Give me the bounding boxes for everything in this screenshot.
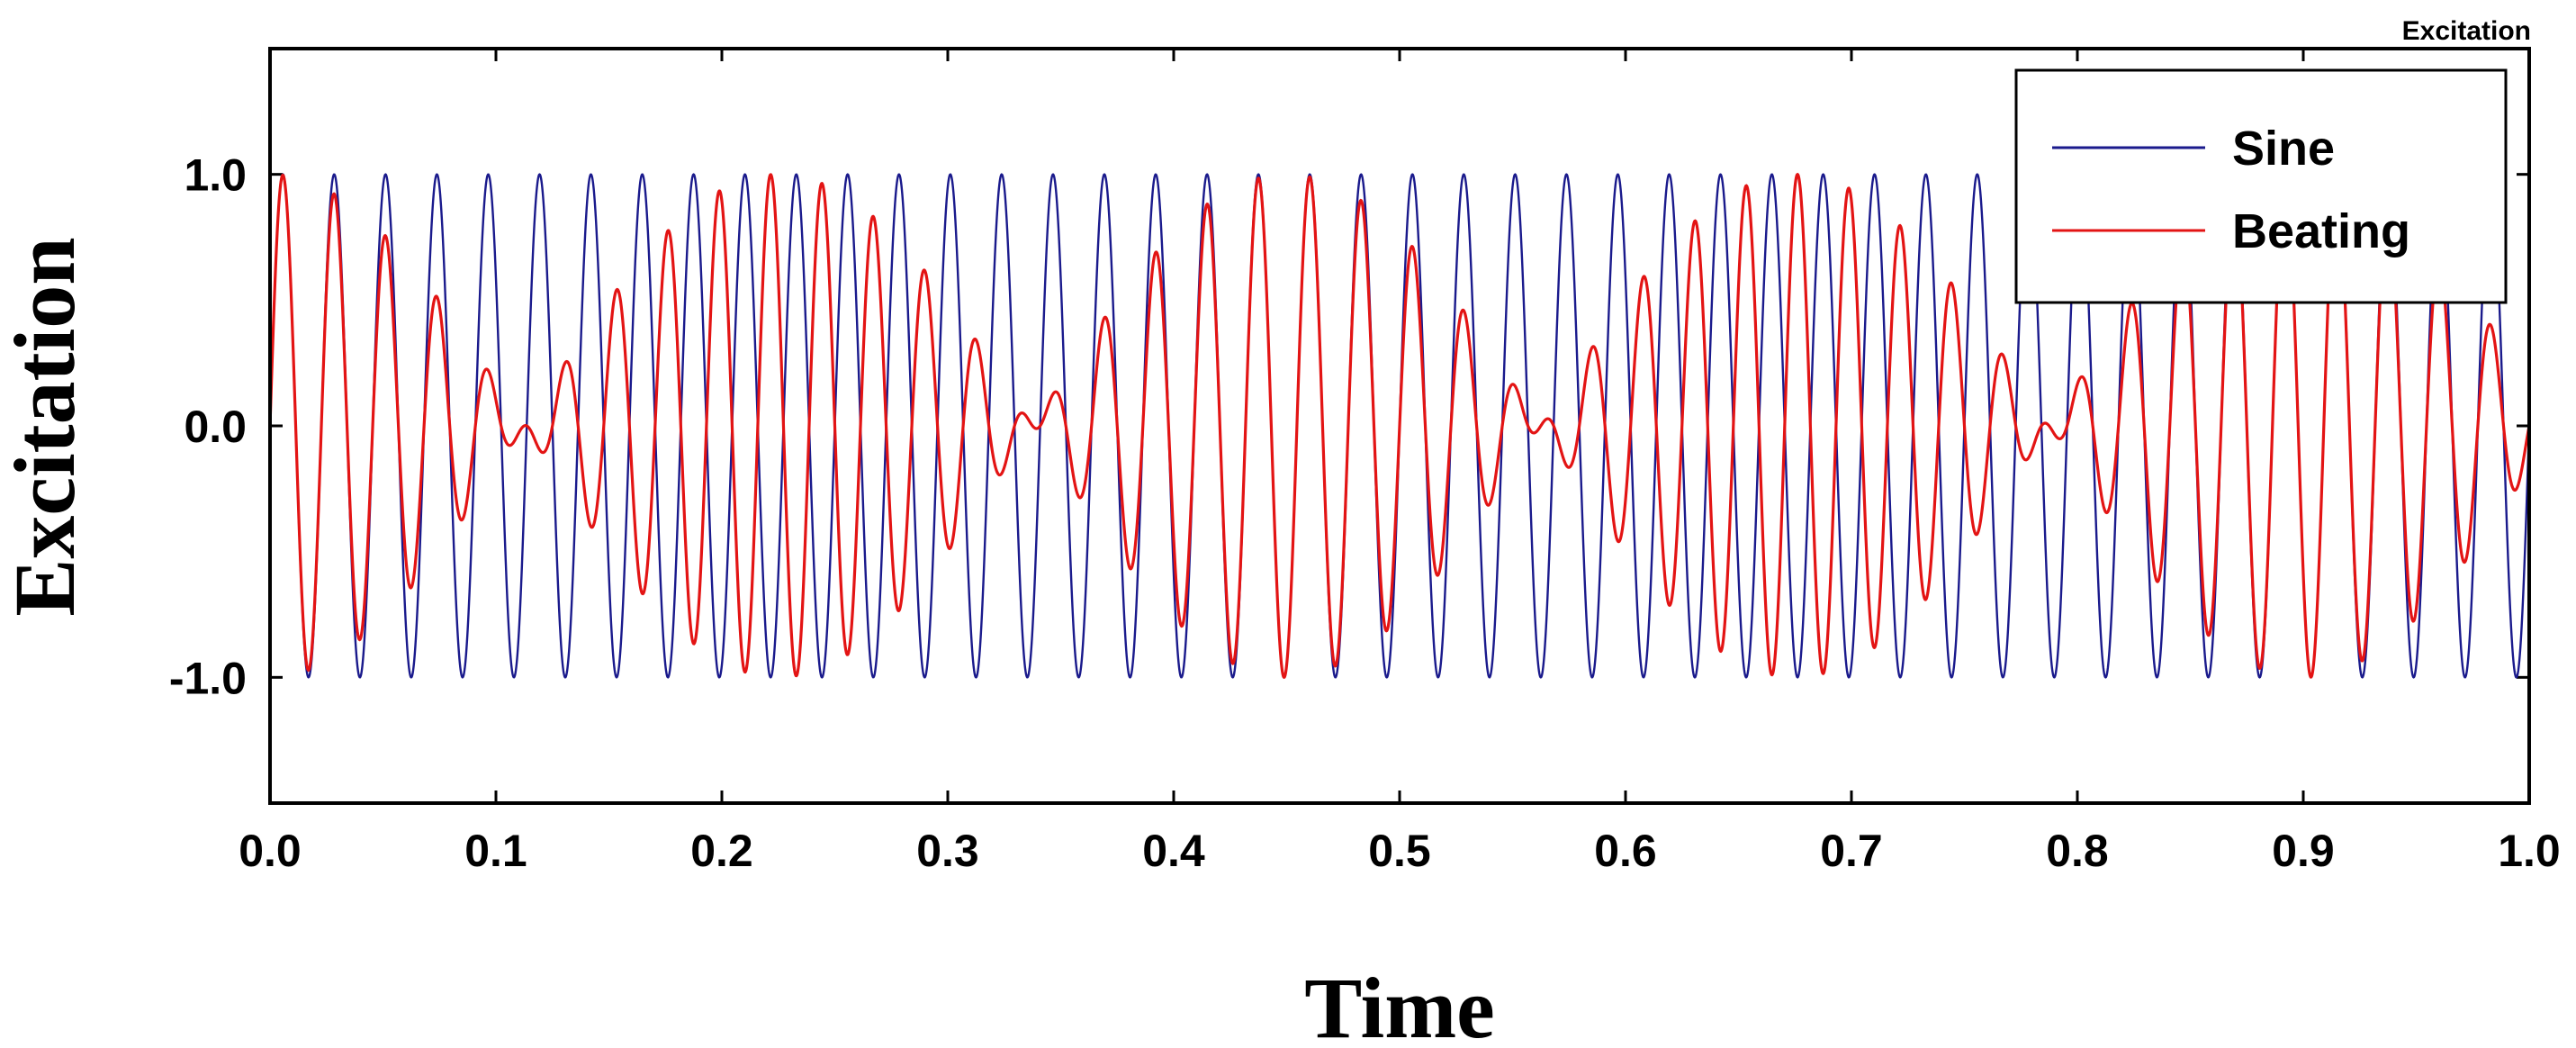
x-tick-label: 0.2 <box>690 826 753 876</box>
legend-box <box>2014 68 2508 304</box>
x-tick-label: 0.9 <box>2272 826 2335 876</box>
x-axis-title: Time <box>1304 960 1495 1048</box>
series-line-beating <box>268 172 2531 680</box>
y-axis-ticks: -1.0 0.0 1.0 <box>169 150 2529 703</box>
x-tick-label: 0.1 <box>464 826 527 876</box>
legend-label-beating: Beating <box>2232 204 2410 258</box>
legend: Sine Beating <box>2014 68 2508 304</box>
x-tick-label: 0.0 <box>239 826 302 876</box>
x-tick-label: 0.3 <box>916 826 979 876</box>
x-tick-label: 0.6 <box>1594 826 1657 876</box>
y-axis-title: Excitation <box>0 237 93 616</box>
x-tick-label: 0.8 <box>2046 826 2109 876</box>
plot-frame <box>268 47 2531 805</box>
y-tick-label: -1.0 <box>169 653 247 703</box>
x-tick-label: 0.7 <box>1820 826 1883 876</box>
plot-lines <box>268 172 2531 680</box>
x-axis-ticks: 0.0 0.1 0.2 0.3 0.4 0.5 0.6 0.7 0.8 0.9 1.0 <box>239 49 2561 876</box>
legend-label-sine: Sine <box>2232 122 2335 176</box>
x-tick-label: 0.4 <box>1142 826 1205 876</box>
y-tick-label: 0.0 <box>184 402 247 452</box>
chart-title: Excitation <box>2402 16 2531 46</box>
x-tick-label: 1.0 <box>2498 826 2561 876</box>
y-tick-label: 1.0 <box>184 150 247 201</box>
x-tick-label: 0.5 <box>1368 826 1431 876</box>
